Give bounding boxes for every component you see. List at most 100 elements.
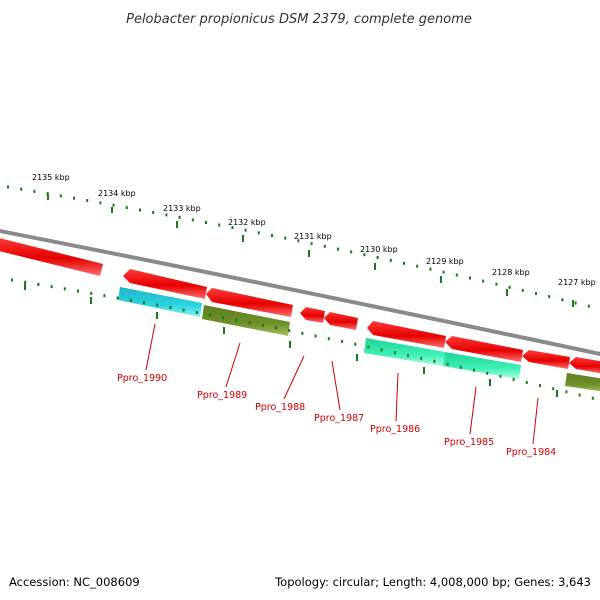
gene-arrow[interactable] [445, 336, 523, 362]
minor-tick [257, 231, 260, 235]
minor-tick [235, 318, 238, 322]
gene-arrow[interactable] [324, 312, 358, 330]
minor-tick [143, 301, 145, 305]
cds-features [118, 287, 600, 392]
minor-tick [337, 247, 339, 251]
minor-tick [24, 280, 27, 284]
minor-tick [393, 351, 396, 355]
minor-tick [165, 213, 168, 217]
leader-line [331, 360, 341, 411]
minor-tick [271, 234, 273, 237]
minor-tick [482, 279, 485, 283]
minor-tick [218, 223, 221, 227]
minor-tick [587, 304, 590, 308]
leader-line [469, 386, 477, 435]
minor-tick [420, 356, 423, 360]
minor-tick [86, 199, 89, 202]
cds-block[interactable] [202, 305, 290, 336]
minor-tick [33, 189, 36, 193]
minor-tick [429, 267, 432, 271]
minor-tick [59, 194, 62, 198]
minor-tick [244, 228, 247, 232]
minor-tick [77, 289, 79, 293]
minor-tick [363, 253, 366, 257]
minor-tick [139, 208, 141, 212]
minor-tick [561, 298, 564, 302]
genome-summary: Topology: circular; Length: 4,008,000 bp… [275, 575, 591, 589]
cds-block[interactable] [364, 338, 445, 366]
minor-tick [191, 218, 194, 222]
minor-tick [116, 296, 119, 300]
minor-tick [548, 295, 551, 299]
minor-tick [275, 326, 277, 330]
minor-tick [591, 396, 594, 400]
minor-tick [350, 250, 353, 254]
minor-tick [301, 331, 304, 335]
gene-arrow[interactable] [0, 237, 103, 276]
accession-label: Accession: NC_008609 [9, 575, 140, 589]
tick-label: 2132 kbp [228, 218, 266, 227]
minor-tick [455, 273, 458, 277]
gene-label[interactable]: Ppro_1987 [314, 413, 364, 424]
tick-label: 2128 kbp [492, 268, 530, 277]
map-title: Pelobacter propionicus DSM 2379, complet… [126, 12, 472, 27]
gene-label[interactable]: Ppro_1989 [197, 390, 247, 401]
minor-tick [512, 377, 515, 381]
gene-label[interactable]: Ppro_1984 [506, 447, 556, 458]
minor-tick [46, 192, 49, 196]
minor-tick [205, 221, 207, 224]
gene-arrow[interactable] [569, 357, 600, 374]
cds-block[interactable] [118, 287, 202, 317]
leader-line [532, 397, 539, 445]
gene-label[interactable]: Ppro_1985 [444, 437, 494, 448]
tick-label: 2133 kbp [163, 204, 201, 213]
leader-line [225, 342, 241, 388]
cds-block[interactable] [443, 352, 521, 379]
leader-line [145, 323, 156, 371]
tick-label: 2129 kbp [426, 257, 464, 266]
minor-tick [37, 282, 40, 286]
minor-tick [182, 308, 185, 312]
minor-tick [20, 187, 23, 191]
gene-arrow[interactable] [367, 321, 446, 348]
gene-label[interactable]: Ppro_1990 [117, 373, 167, 384]
minor-tick [323, 244, 326, 248]
minor-tick [499, 374, 502, 378]
minor-tick [552, 387, 555, 391]
gene-arrow[interactable] [123, 269, 207, 299]
minor-tick [73, 196, 75, 200]
minor-tick [50, 285, 53, 289]
minor-tick [578, 393, 581, 397]
minor-tick [416, 264, 419, 268]
minor-tick [535, 292, 537, 295]
gene-arrow[interactable] [522, 350, 570, 369]
minor-tick [125, 206, 128, 210]
minor-tick [231, 226, 234, 230]
minor-tick [248, 321, 251, 325]
minor-tick [297, 239, 300, 243]
minor-tick [178, 215, 181, 219]
minor-tick [7, 185, 9, 189]
gene-arrow[interactable] [300, 307, 325, 323]
minor-tick [288, 329, 291, 333]
tick-label: 2127 kbp [558, 278, 596, 287]
minor-tick [11, 278, 13, 282]
minor-tick [99, 201, 102, 205]
outer-major-ticks [47, 194, 574, 307]
minor-tick [367, 345, 370, 349]
minor-tick [403, 261, 405, 265]
minor-tick [459, 365, 462, 369]
gene-label[interactable]: Ppro_1986 [370, 424, 420, 435]
forward-strand-features [0, 237, 600, 374]
gene-label[interactable]: Ppro_1988 [255, 402, 305, 413]
minor-tick [469, 276, 471, 280]
label-leaders [145, 323, 539, 445]
gene-arrow[interactable] [206, 288, 293, 317]
minor-tick [90, 291, 93, 295]
minor-tick [446, 362, 449, 366]
minor-tick [310, 242, 313, 246]
minor-tick [407, 354, 409, 357]
cds-block[interactable] [565, 373, 600, 392]
minor-tick [112, 203, 115, 207]
